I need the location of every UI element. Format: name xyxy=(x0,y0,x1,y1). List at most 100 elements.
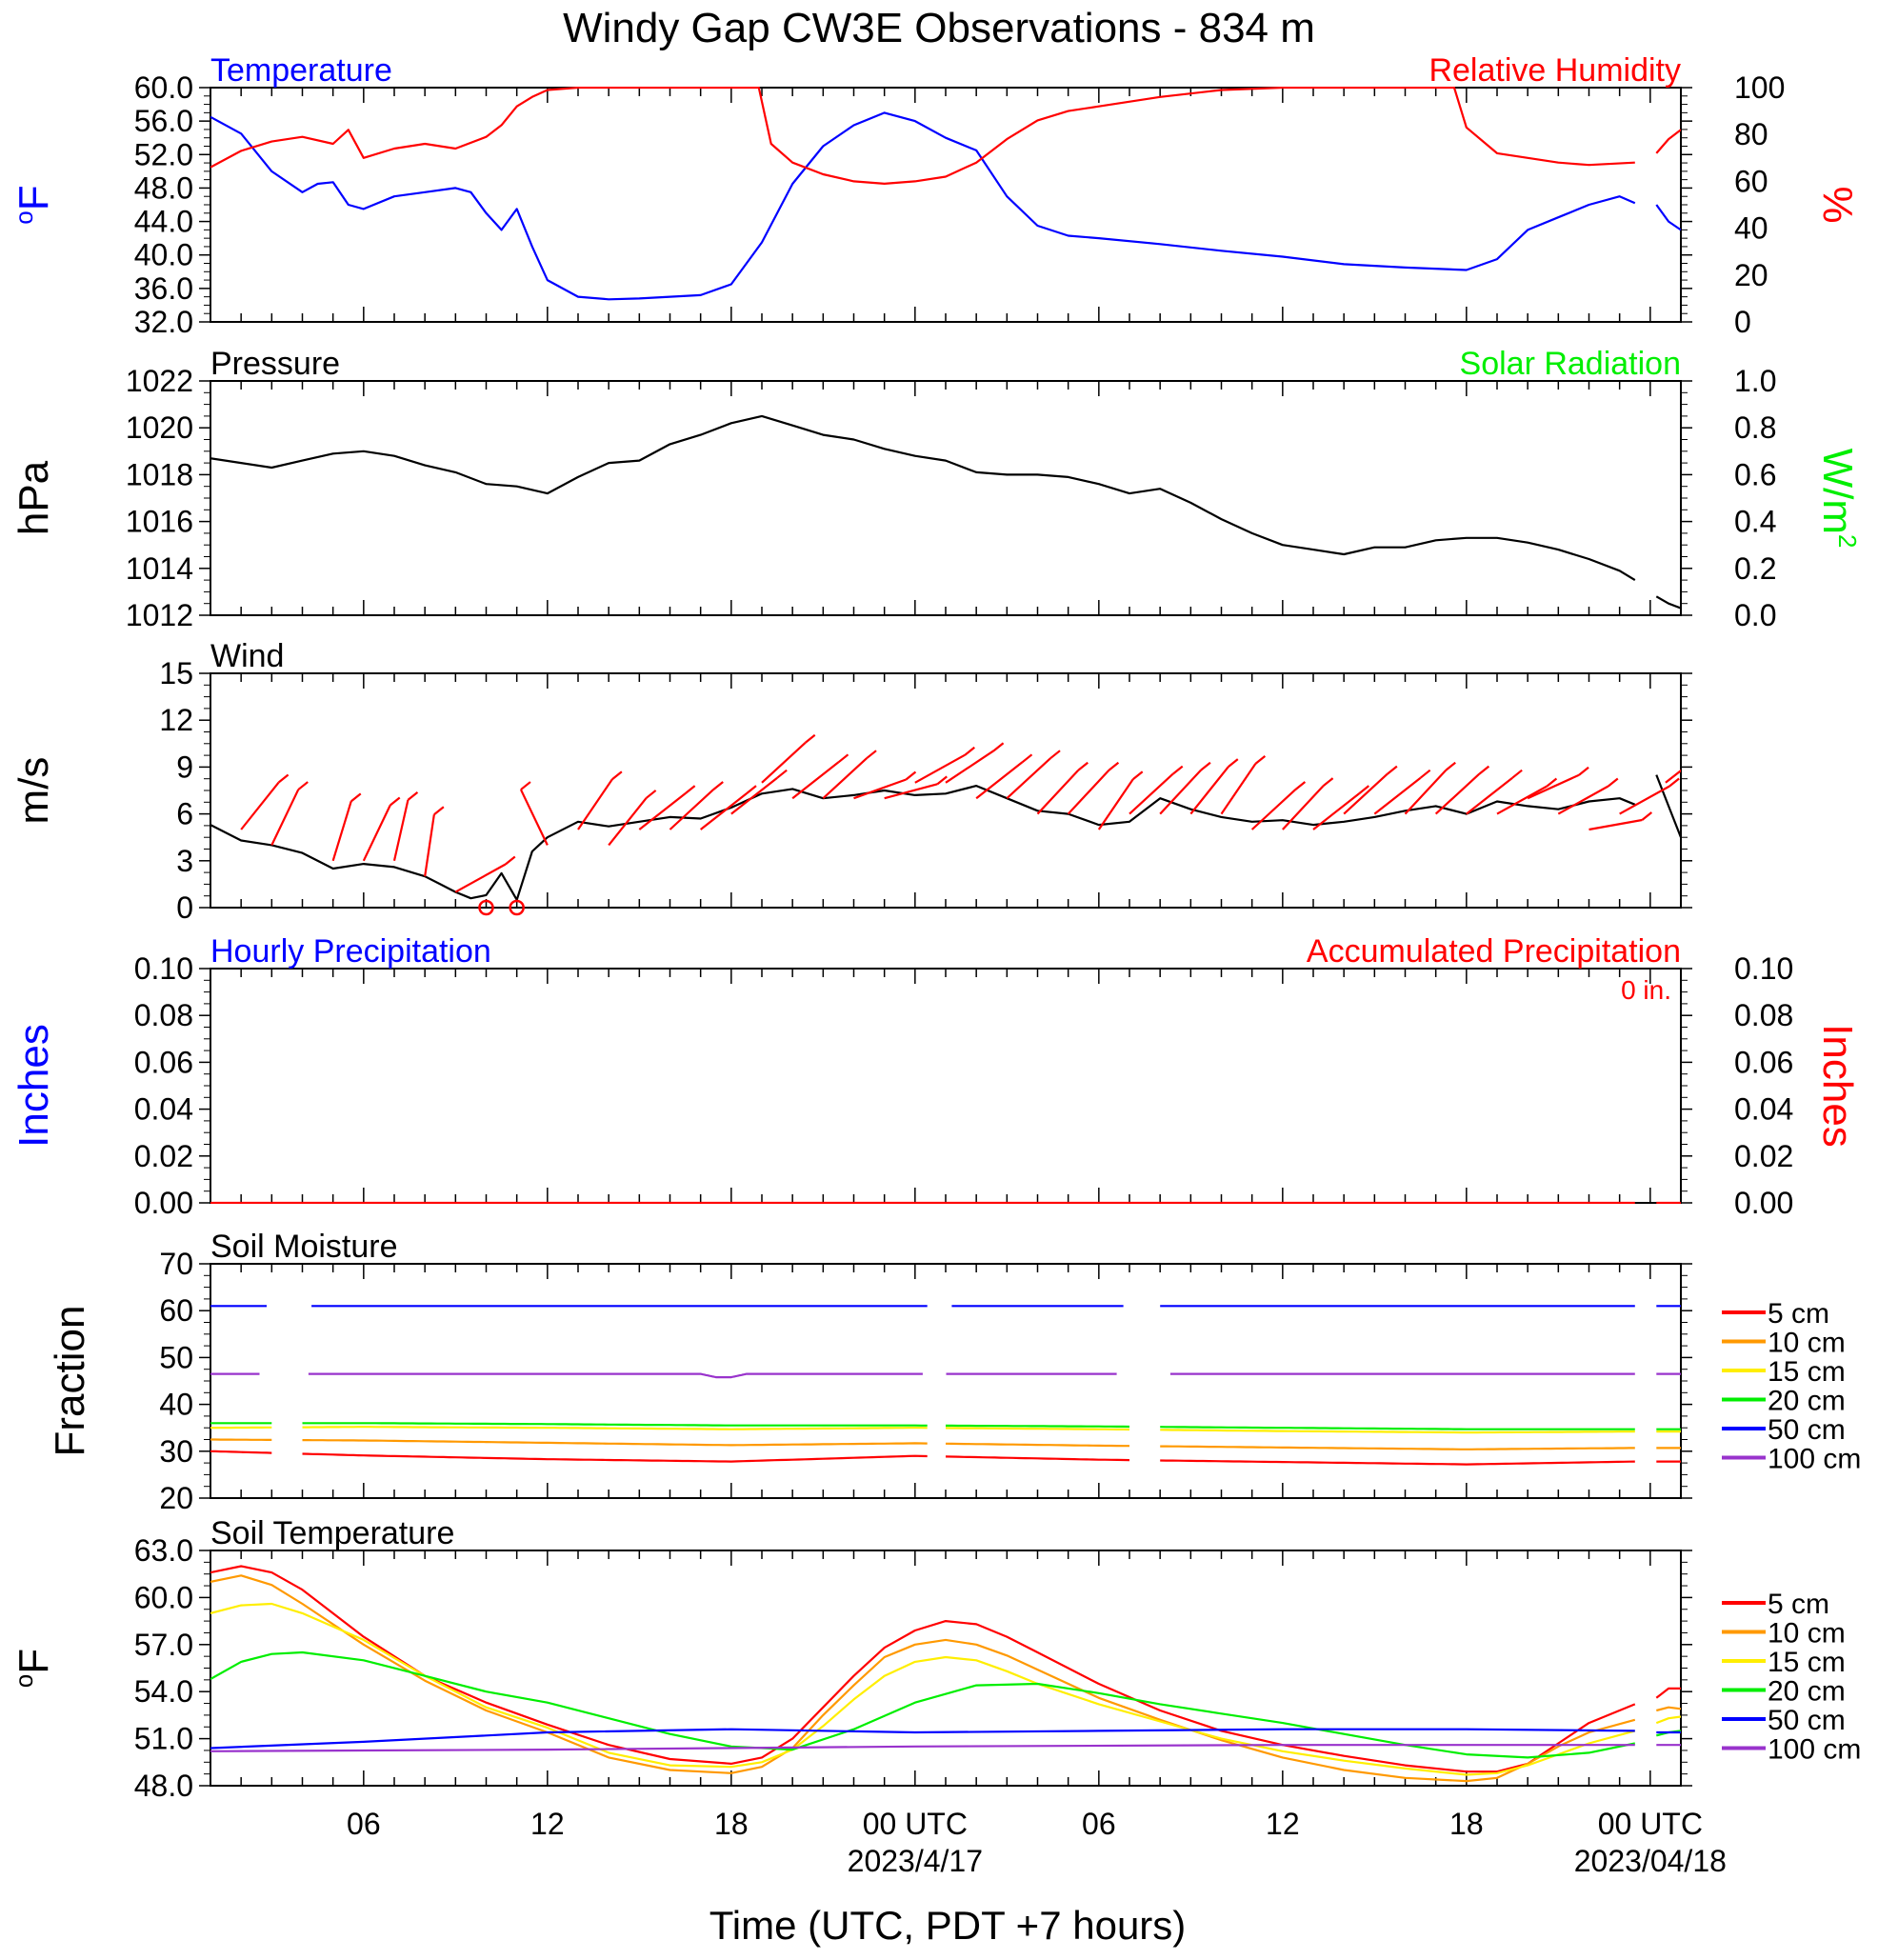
plot-frame xyxy=(210,87,1682,323)
panel-label-left: Pressure xyxy=(210,346,340,382)
x-tick-label: 12 xyxy=(1266,1807,1300,1841)
soil-moisture-line-10cm xyxy=(945,1442,1129,1448)
wind-barb-flag xyxy=(1108,761,1120,771)
y-tick-label-right: 60 xyxy=(1734,164,1768,198)
y-tick-label: 6 xyxy=(176,797,193,831)
wind-barb-flag xyxy=(1077,761,1089,771)
y-tick-label: 30 xyxy=(159,1434,193,1469)
wind-barb-flag xyxy=(805,733,816,744)
x-tick-label: 18 xyxy=(1449,1807,1484,1841)
y-tick-label-right: 0.02 xyxy=(1734,1139,1793,1173)
y-tick-label: 51.0 xyxy=(134,1722,193,1756)
soil-moisture-line-20cm xyxy=(946,1424,1130,1429)
panel-label-right: Relative Humidity xyxy=(1428,52,1681,89)
y-axis-title-right: W/m2 xyxy=(1814,449,1862,549)
y-axis-title-left: hPa xyxy=(10,460,57,535)
wind-barb-flag xyxy=(837,753,849,764)
panel-precip: 0.10 0.08 0.06 0.04 0.02 0.00 0.10 0.08 0.06 0.04… xyxy=(10,933,1861,1220)
soil-moisture-line-5cm xyxy=(1160,1459,1635,1466)
soil-moisture-line-5cm xyxy=(945,1455,1130,1462)
series-tail-10cm xyxy=(1656,1706,1681,1712)
y-tick-label-right: 0.0 xyxy=(1734,598,1776,632)
series-group xyxy=(210,87,1681,301)
y-axis-title-right: % xyxy=(1814,186,1861,223)
x-tick-label: 06 xyxy=(347,1807,381,1841)
wind-barb-flag xyxy=(1228,758,1239,769)
y-axis-title-left: Inches xyxy=(10,1024,57,1148)
soil-moisture-line-100cm xyxy=(308,1372,923,1379)
wind-barb xyxy=(608,797,648,847)
wind-barb xyxy=(1159,769,1202,815)
series-tail-15cm xyxy=(1655,1715,1681,1725)
soil-moisture-line-20cm xyxy=(1160,1426,1635,1430)
series-line-temp_rh-2 xyxy=(210,87,1635,185)
panel-label-right: Solar Radiation xyxy=(1460,346,1681,382)
wind-barb-flag xyxy=(350,792,362,803)
wind-barb xyxy=(240,781,280,830)
series-line-pressure_solar-1 xyxy=(1655,595,1681,610)
y-tick-label-right: 100 xyxy=(1734,70,1785,105)
y-tick-label: 48.0 xyxy=(134,170,193,205)
y-tick-label: 0.02 xyxy=(134,1139,193,1173)
series-group xyxy=(210,1305,1681,1466)
x-date-label: 2023/4/17 xyxy=(848,1844,983,1878)
wind-barb-flag xyxy=(1358,785,1370,794)
y-tick-label-right: 0.8 xyxy=(1734,410,1776,445)
legend-label: 20 cm xyxy=(1768,1676,1846,1708)
wind-barb xyxy=(454,863,507,893)
wind-barb xyxy=(1588,818,1643,831)
wind-barb-flag xyxy=(390,796,401,807)
wind-barb xyxy=(1619,785,1670,815)
y-tick-label: 54.0 xyxy=(134,1674,193,1709)
wind-barb-flag xyxy=(1049,750,1061,760)
wind-barb xyxy=(669,789,714,830)
wind-barb-flag xyxy=(1132,770,1144,781)
wind-barb xyxy=(1343,772,1389,815)
wind-barb-flag xyxy=(1711,739,1721,747)
y-tick-label: 48.0 xyxy=(134,1769,193,1803)
soil-moisture-line-5cm xyxy=(302,1452,928,1463)
series-line-temp_rh-0 xyxy=(210,111,1636,301)
legend-label: 50 cm xyxy=(1768,1705,1846,1736)
panels: 60.056.052.048.044.040.036.032.010080604… xyxy=(10,52,1862,1803)
y-tick-label-right: 40 xyxy=(1734,211,1768,246)
wind-barb-flag xyxy=(712,781,724,790)
y-axis-title-left: Fraction xyxy=(47,1306,93,1457)
legend-label: 10 cm xyxy=(1768,1328,1846,1359)
wind-barb xyxy=(424,814,435,877)
wind-barb xyxy=(1220,763,1257,815)
wind-barb-flag xyxy=(277,773,290,784)
wind-barb xyxy=(1665,769,1681,784)
y-tick-label: 60.0 xyxy=(134,70,193,105)
wind-barb xyxy=(1067,769,1110,815)
y-tick-label: 0 xyxy=(176,890,193,925)
y-tick-label: 9 xyxy=(176,750,193,784)
series-line-temp_rh-1 xyxy=(1655,204,1681,231)
panel-soil_temperature: 63.0 60.0 57.0 54.0 51.0 48.0 Soil Temperature… xyxy=(10,1515,1861,1803)
wind-barb-flag xyxy=(1578,766,1589,776)
wind-barb-flag xyxy=(1387,765,1398,775)
wind-barb-flag xyxy=(505,855,516,866)
wind-barb-flag xyxy=(1641,811,1652,821)
soil-moisture-line-15cm xyxy=(302,1426,928,1430)
wind-barb-flag xyxy=(611,770,623,781)
plot-frame xyxy=(210,380,1682,616)
y-tick-label: 0.06 xyxy=(134,1045,193,1079)
wind-barb xyxy=(1496,785,1548,815)
y-tick-label: 63.0 xyxy=(134,1533,193,1568)
series-group xyxy=(210,1565,1681,1783)
wind-barb xyxy=(1129,772,1174,815)
wind-barb xyxy=(914,753,966,784)
x-date-label: 2023/04/18 xyxy=(1574,1844,1727,1878)
wind-barb xyxy=(577,778,613,830)
y-tick-label: 60.0 xyxy=(134,1580,193,1614)
wind-barb-flag xyxy=(1511,769,1523,779)
legend-label: 50 cm xyxy=(1768,1414,1846,1446)
plot-frame xyxy=(210,968,1682,1204)
legend-label: 5 cm xyxy=(1768,1589,1829,1620)
x-tick-label: 00 UTC xyxy=(1598,1807,1703,1841)
wind-barb xyxy=(270,789,300,846)
y-tick-label-right: 0.2 xyxy=(1734,551,1776,586)
wind-barb xyxy=(1312,792,1361,830)
